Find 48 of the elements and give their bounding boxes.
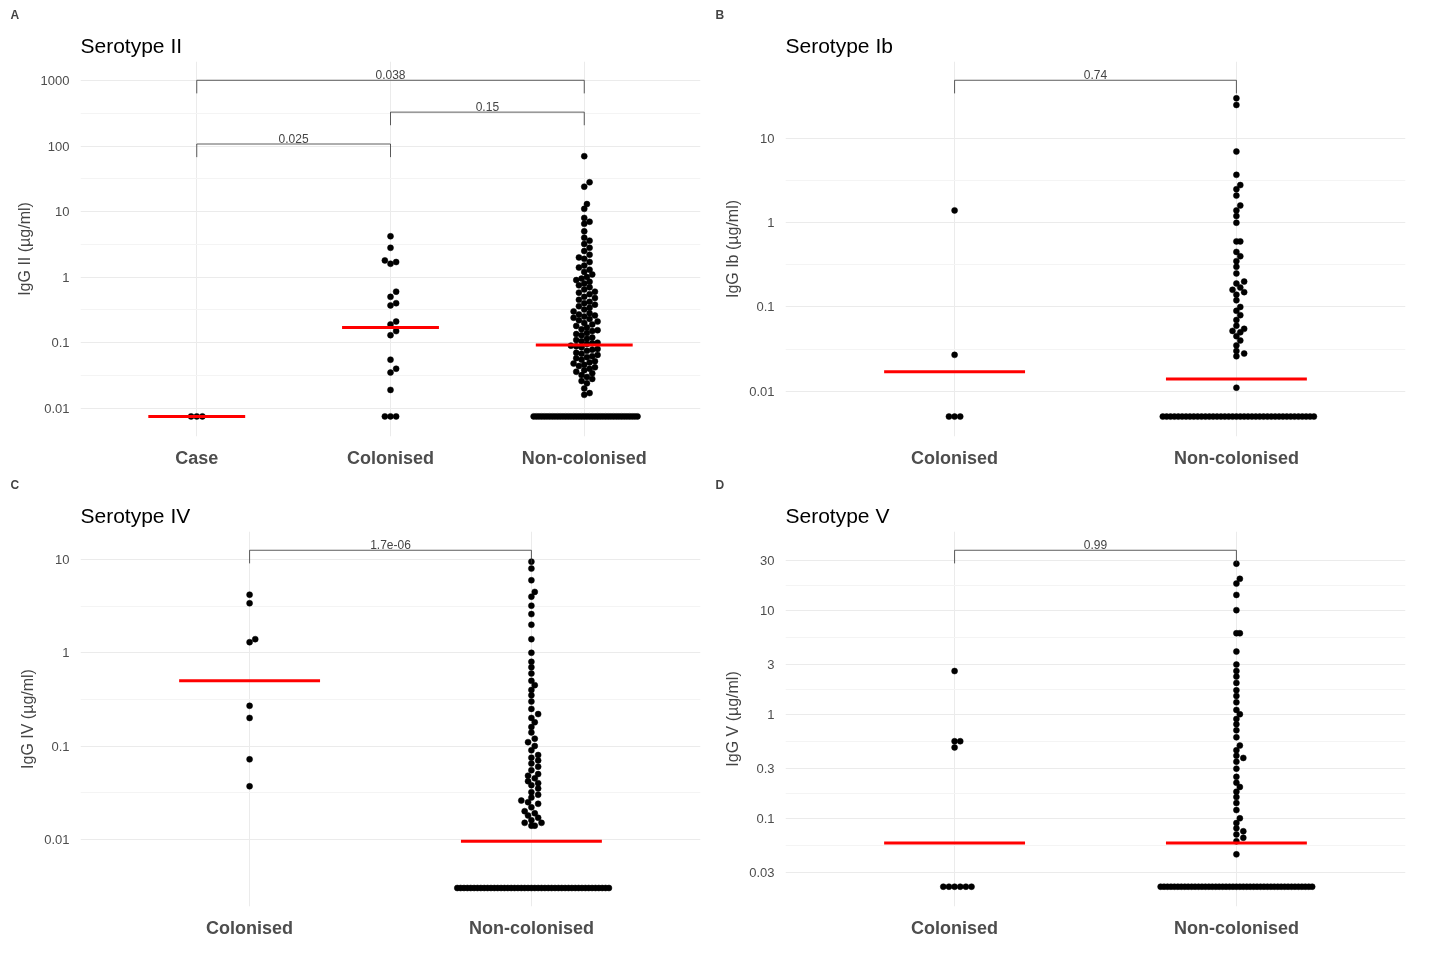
y-tick-label: 10 [760, 130, 775, 146]
annotation: 0.038 [375, 68, 406, 83]
y-tick-label: 100 [47, 138, 70, 154]
x-tick-label: Case [175, 447, 219, 468]
chart-title: Serotype II [80, 33, 183, 57]
x-tick-label: Colonised [911, 447, 999, 468]
text: A [10, 7, 20, 22]
annotation: 1.7e-06 [370, 538, 412, 553]
y-tick-label: 0.1 [756, 810, 775, 826]
y-axis-title: IgG II (µg/ml) [15, 202, 33, 296]
annotation: 0.15 [475, 100, 500, 115]
y-tick-label: 1 [62, 645, 70, 661]
text: C [10, 477, 20, 492]
y-tick-label: 0.3 [756, 761, 775, 777]
y-tick-label: 0.1 [756, 299, 775, 315]
y-tick-label: 0.01 [44, 400, 70, 416]
y-tick-label: 10 [55, 552, 70, 568]
y-tick-label: 30 [760, 553, 775, 569]
y-tick-label: 0.03 [749, 865, 775, 881]
x-tick-label: Colonised [347, 447, 435, 468]
annotation: 0.99 [1083, 538, 1108, 553]
x-tick-label: Non-colonised [468, 917, 594, 938]
text: D [715, 477, 725, 492]
y-tick-label: 10 [55, 204, 70, 220]
y-axis-title: IgG Ib (µg/ml) [724, 199, 742, 299]
y-axis-title: IgG IV (µg/ml) [19, 669, 37, 769]
chart-title: Serotype V [785, 503, 890, 527]
y-tick-label: 1 [767, 215, 775, 231]
x-tick-label: Non-colonised [521, 447, 647, 468]
x-tick-label: Colonised [206, 917, 294, 938]
y-tick-label: 10 [760, 602, 775, 618]
x-tick-label: Non-colonised [1173, 917, 1299, 938]
annotation: 0.025 [278, 132, 309, 146]
y-tick-label: 0.1 [51, 738, 70, 754]
chart-title: Serotype Ib [785, 33, 893, 57]
x-tick-label: Non-colonised [1173, 447, 1299, 468]
annotation: 0.74 [1083, 68, 1108, 83]
y-tick-label: 0.01 [749, 383, 775, 399]
y-axis-title: IgG V (µg/ml) [724, 671, 742, 767]
y-tick-label: 0.1 [51, 335, 70, 351]
y-tick-label: 1 [62, 269, 70, 285]
y-tick-label: 3 [767, 657, 775, 673]
text: B [715, 7, 725, 22]
chart-title: Serotype IV [80, 503, 191, 527]
y-tick-label: 1000 [40, 73, 70, 89]
y-tick-label: 0.01 [44, 831, 70, 847]
x-tick-label: Colonised [911, 917, 999, 938]
y-tick-label: 1 [767, 706, 775, 722]
